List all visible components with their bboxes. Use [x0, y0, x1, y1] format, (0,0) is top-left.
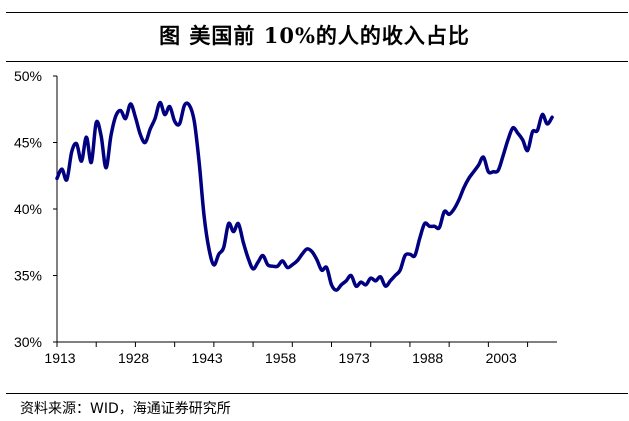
y-tick-label: 35% — [14, 268, 42, 284]
x-tick-label: 1958 — [265, 350, 296, 366]
y-tick-label: 50% — [14, 68, 42, 84]
x-tick-label: 1943 — [191, 350, 222, 366]
y-axis-ticks: 30% 35% 40% 45% 50% — [14, 68, 57, 350]
x-tick-label: 1988 — [412, 350, 443, 366]
series-line-top10-share — [55, 100, 554, 292]
x-tick-label: 1973 — [339, 350, 370, 366]
x-axis-ticks: 1913 1928 1943 1958 1973 1988 2003 — [44, 342, 529, 366]
y-tick-label: 45% — [14, 135, 42, 151]
axes — [56, 76, 557, 343]
x-tick-label: 1913 — [44, 350, 75, 366]
x-tick-label: 2003 — [486, 350, 517, 366]
figure-title: 图 美国前 10%的人的收入占比 — [159, 23, 470, 48]
top-rule — [6, 12, 628, 13]
source-note: 资料来源：WID，海通证券研究所 — [20, 401, 231, 417]
x-tick-label: 1928 — [118, 350, 149, 366]
title-rule — [6, 61, 628, 62]
y-tick-label: 30% — [14, 334, 42, 350]
y-tick-label: 40% — [14, 201, 42, 217]
bottom-rule — [6, 393, 628, 394]
